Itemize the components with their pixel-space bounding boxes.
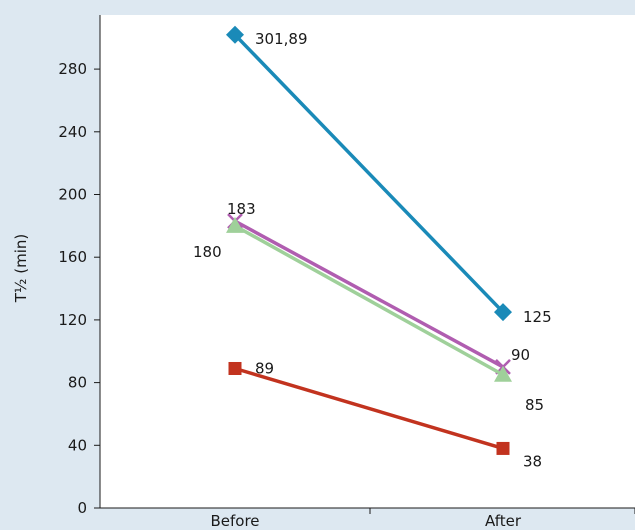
data-point [496,441,510,455]
data-label: 38 [523,452,542,470]
x-tick-label: After [485,512,522,530]
y-tick-label: 200 [58,186,87,204]
data-point [494,365,512,382]
series-line [233,33,505,314]
data-label: 180 [193,243,222,261]
y-tick-label: 0 [77,499,87,517]
y-axis-title: T½ (min) [12,234,30,303]
data-point [226,25,244,44]
series-line [234,219,504,369]
y-tick-label: 280 [58,60,87,78]
data-label: 183 [227,200,256,218]
y-tick-label: 120 [58,311,87,329]
data-label: 125 [523,308,552,326]
data-label: 89 [255,359,274,377]
data-label: 85 [525,396,544,414]
y-tick-label: 40 [68,436,87,454]
data-point [228,361,242,375]
data-label: 301,89 [255,30,308,48]
data-point [494,303,512,322]
series-line [234,224,504,377]
x-tick-label: Before [210,512,259,530]
data-point [226,216,244,233]
y-tick-label: 160 [58,248,87,266]
series-line [234,366,504,451]
data-label: 90 [511,346,530,364]
y-tick-label: 240 [58,123,87,141]
y-tick-label: 80 [68,374,87,392]
plot-area [100,15,635,508]
